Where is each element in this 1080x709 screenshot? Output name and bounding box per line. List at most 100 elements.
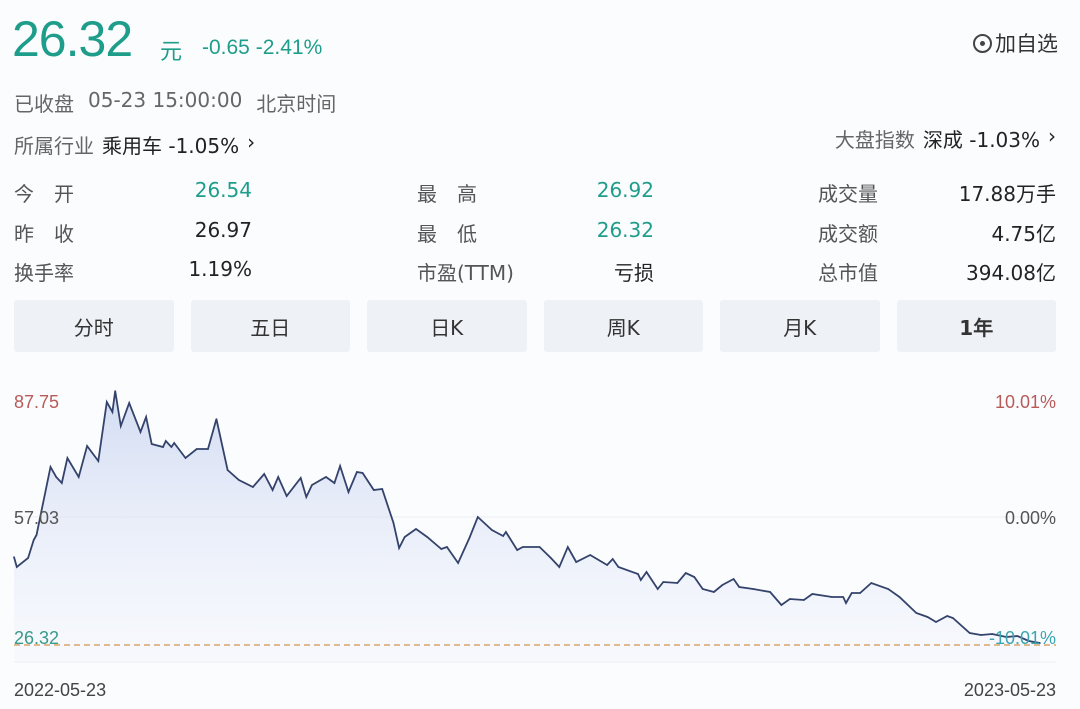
stat-value-volume: 17.88万手 — [958, 182, 1056, 206]
y-tick-mid: 57.03 — [14, 508, 59, 528]
current-price: 26.32 — [12, 11, 133, 67]
y-tick-right-mid: 0.00% — [1005, 508, 1056, 528]
data-point — [150, 443, 153, 445]
data-point — [164, 440, 167, 442]
data-point — [32, 539, 35, 541]
data-point — [502, 535, 504, 537]
index-link[interactable]: 大盘指数 深成 -1.03% › — [835, 124, 1056, 153]
y-tick-low: 26.32 — [14, 628, 59, 648]
x-tick-start: 2022-05-23 — [14, 680, 106, 700]
data-point — [263, 473, 265, 475]
data-point — [162, 446, 164, 448]
data-point — [392, 522, 395, 524]
chevron-right-icon: › — [247, 130, 256, 154]
industry-value: 乘用车 -1.05% — [102, 134, 240, 158]
data-point — [173, 442, 176, 444]
data-point — [645, 571, 648, 573]
data-point — [713, 591, 715, 593]
stat-value-low: 26.32 — [596, 218, 654, 242]
data-point — [195, 448, 198, 450]
data-point — [55, 476, 57, 478]
data-point — [606, 564, 608, 566]
data-point — [558, 566, 561, 568]
tab-one-year[interactable]: 1年 — [896, 300, 1056, 352]
data-point — [637, 573, 639, 575]
data-point — [662, 581, 665, 583]
data-point — [898, 596, 901, 598]
data-point — [111, 411, 114, 413]
stat-label-volume: 成交量 — [818, 182, 878, 206]
data-point — [991, 633, 994, 635]
data-point — [426, 536, 429, 538]
data-point — [207, 448, 209, 450]
add-watchlist-button[interactable]: 加自选 — [973, 28, 1058, 58]
stat-label-open: 今 开 — [14, 182, 74, 206]
data-point — [356, 471, 358, 473]
data-point — [617, 566, 620, 568]
data-point — [811, 593, 814, 595]
add-circle-icon — [973, 33, 992, 53]
industry-link[interactable]: 所属行业 乘用车 -1.05% › — [14, 130, 255, 159]
data-point — [252, 486, 254, 488]
add-watchlist-label: 加自选 — [995, 32, 1058, 56]
data-point — [271, 489, 274, 491]
data-point — [35, 534, 38, 536]
data-point — [277, 476, 280, 478]
data-point — [693, 576, 696, 578]
stat-label-market-cap: 总市值 — [818, 261, 878, 285]
data-point — [403, 536, 406, 538]
y-tick-high: 87.75 — [14, 392, 59, 412]
tab-daily-k[interactable]: 日K — [367, 300, 527, 352]
stat-value-open: 26.54 — [194, 178, 252, 202]
data-point — [926, 616, 929, 618]
stat-label-turnover: 换手率 — [14, 261, 74, 285]
data-point — [238, 479, 240, 481]
data-point — [589, 554, 592, 556]
data-point — [477, 516, 479, 518]
data-point — [139, 431, 142, 433]
stat-label-low: 最 低 — [417, 222, 477, 246]
data-point — [285, 495, 288, 497]
data-point — [611, 558, 614, 560]
tab-intraday[interactable]: 分时 — [14, 300, 174, 352]
data-point — [13, 556, 15, 558]
data-point — [946, 615, 949, 617]
data-point — [226, 469, 229, 471]
stat-label-amount: 成交额 — [818, 222, 878, 246]
data-point — [49, 466, 52, 468]
data-point — [325, 476, 327, 478]
data-point — [381, 488, 384, 490]
data-point — [968, 632, 971, 634]
data-point — [521, 546, 524, 548]
data-point — [887, 588, 890, 590]
market-status: 已收盘 05-23 15:00:00 北京时间 — [14, 88, 336, 117]
data-point — [77, 476, 80, 478]
x-tick-end: 2023-05-23 — [964, 680, 1056, 700]
tab-monthly-k[interactable]: 月K — [720, 300, 880, 352]
price-change: -0.65 -2.41% — [202, 36, 323, 59]
data-point — [105, 401, 108, 403]
data-point — [347, 491, 350, 493]
data-point — [980, 634, 982, 636]
stat-value-turnover: 1.19% — [188, 257, 252, 281]
data-point — [850, 592, 853, 594]
data-point — [60, 482, 63, 484]
tab-five-day[interactable]: 五日 — [190, 300, 350, 352]
data-point — [66, 457, 69, 459]
data-point — [831, 596, 833, 598]
data-point — [457, 562, 459, 564]
price-unit: 元 — [160, 40, 183, 65]
y-tick-right-high: 10.01% — [995, 392, 1056, 412]
data-point — [935, 621, 937, 623]
data-point — [803, 599, 805, 601]
data-point — [789, 598, 791, 600]
data-point — [398, 547, 400, 549]
tab-weekly-k[interactable]: 周K — [543, 300, 703, 352]
data-point — [311, 484, 313, 486]
data-point — [1016, 635, 1019, 637]
stat-label-prev-close: 昨 收 — [14, 222, 74, 246]
data-point — [215, 418, 218, 420]
data-point — [86, 445, 88, 447]
data-point — [870, 582, 873, 584]
